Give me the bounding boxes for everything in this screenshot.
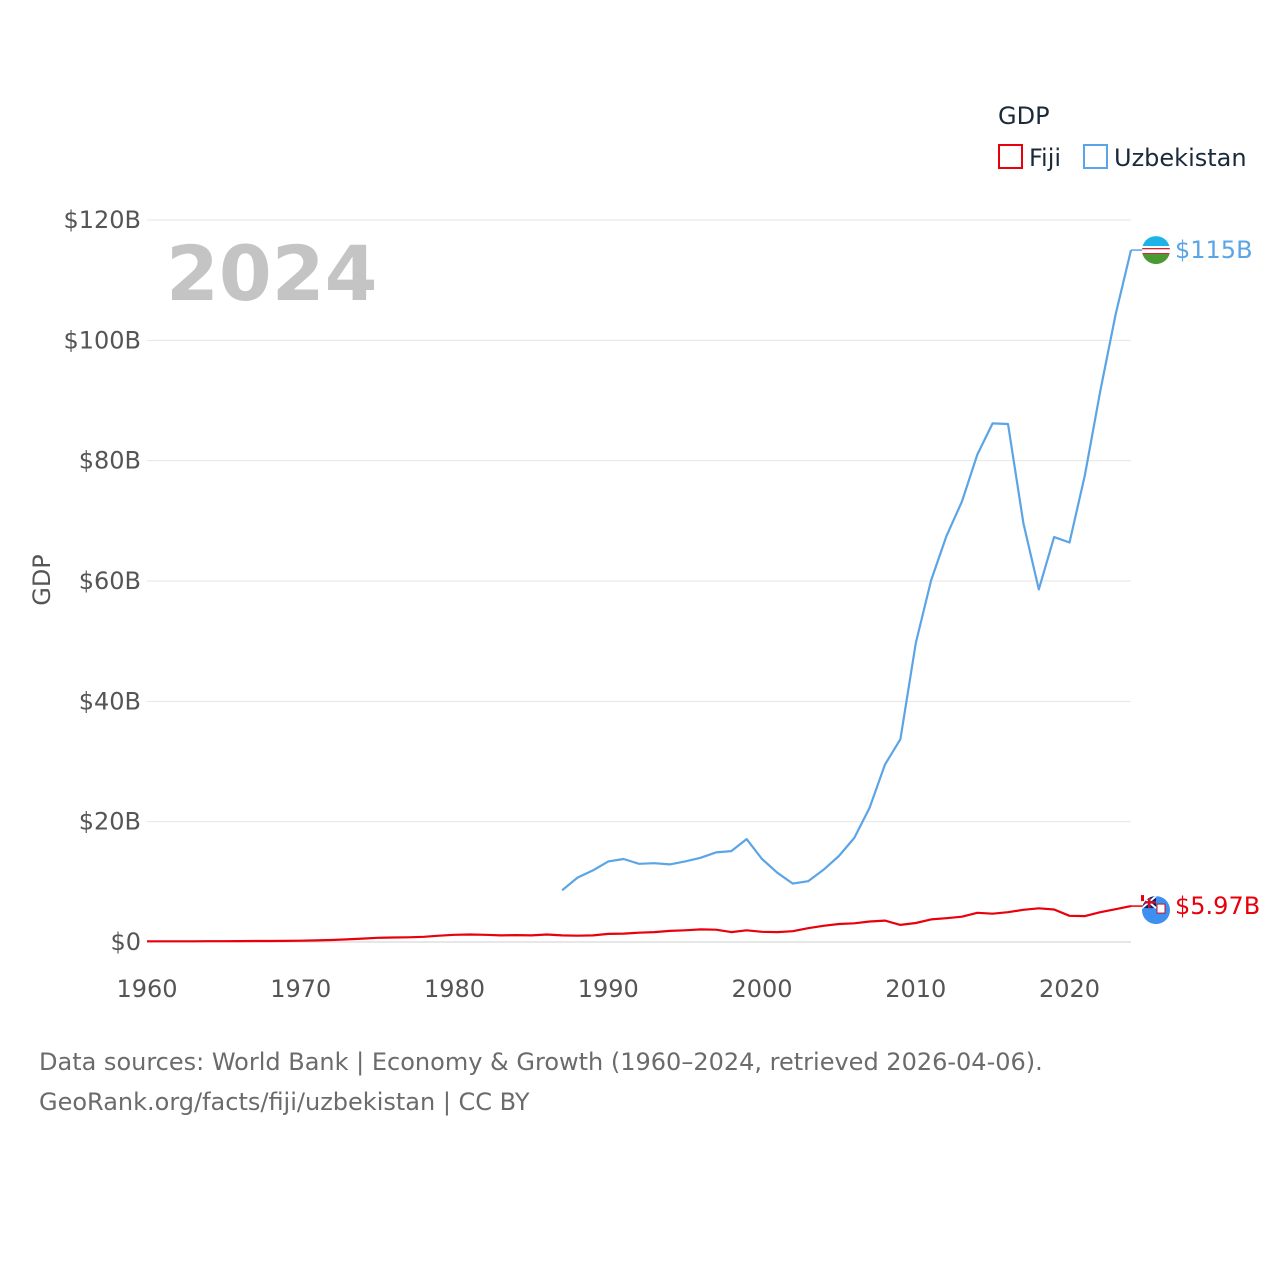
series-line-fiji — [147, 905, 1132, 943]
current-year-label: 2024 — [166, 229, 378, 318]
x-tick-label: 2000 — [731, 975, 792, 1003]
fiji-flag-icon — [1141, 895, 1170, 925]
end-value-label-uzbekistan: $115B — [1175, 236, 1253, 264]
y-tick-label: $20B — [79, 808, 141, 836]
legend-label: Fiji — [1029, 144, 1061, 172]
footer: Data sources: World Bank | Economy & Gro… — [39, 1042, 1043, 1122]
data-sources-text: Data sources: World Bank | Economy & Gro… — [39, 1048, 1043, 1076]
end-value-label-fiji: $5.97B — [1175, 892, 1260, 920]
x-tick-label: 2020 — [1039, 975, 1100, 1003]
x-axis-ticks: 1960 1970 1980 1990 2000 2010 2020 — [116, 975, 1100, 1003]
legend-item-uzbekistan[interactable]: Uzbekistan — [1083, 144, 1247, 172]
x-tick-label: 1980 — [424, 975, 485, 1003]
x-tick-label: 2010 — [885, 975, 946, 1003]
y-tick-label: $80B — [79, 447, 141, 475]
series-lines — [147, 249, 1133, 943]
legend: GDP Fiji Uzbekistan — [998, 102, 1247, 172]
y-tick-label: $40B — [79, 687, 141, 715]
legend-item-fiji[interactable]: Fiji — [998, 144, 1061, 172]
gridlines — [147, 219, 1131, 943]
y-tick-label: $60B — [79, 567, 141, 595]
legend-title: GDP — [998, 102, 1050, 130]
series-line-uzbekistan — [561, 249, 1133, 892]
legend-swatch — [998, 144, 1023, 169]
uzbekistan-flag-icon — [1142, 236, 1170, 265]
y-tick-label: $0 — [110, 928, 141, 956]
x-tick-label: 1970 — [270, 975, 331, 1003]
y-tick-label: $100B — [63, 326, 141, 354]
series-end-markers: $5.97B $115B — [1131, 236, 1260, 925]
legend-label: Uzbekistan — [1114, 144, 1247, 172]
x-tick-label: 1960 — [116, 975, 177, 1003]
x-tick-label: 1990 — [578, 975, 639, 1003]
y-axis-title: GDP — [28, 554, 56, 606]
source-link[interactable]: GeoRank.org/facts/fiji/uzbekistan | CC B… — [39, 1088, 530, 1116]
y-tick-label: $120B — [63, 206, 141, 234]
y-axis-ticks: $0 $20B $40B $60B $80B $100B $120B — [63, 206, 141, 956]
legend-swatch — [1083, 144, 1108, 169]
